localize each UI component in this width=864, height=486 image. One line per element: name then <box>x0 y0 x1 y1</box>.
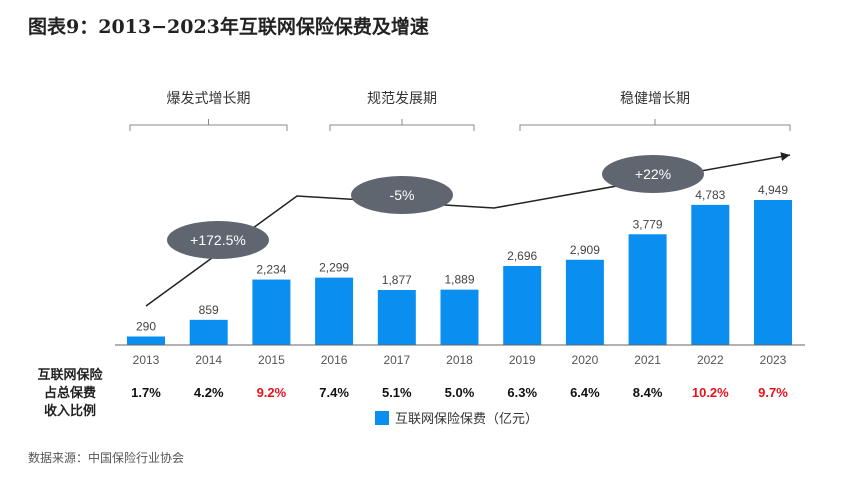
ratio-value: 6.4% <box>570 385 600 400</box>
x-tick-labels: 2013 2014 2015 2016 2017 2018 2019 2020 2021 2022… <box>133 353 787 367</box>
legend: 互联网保险保费（亿元） <box>375 411 538 427</box>
bar-value-label: 3,779 <box>633 217 663 231</box>
growth-bubble <box>602 155 704 193</box>
bar-2013 <box>127 336 165 345</box>
ratio-value: 10.2% <box>692 385 729 400</box>
phase-label: 稳健增长期 <box>620 91 690 107</box>
x-tick-label: 2018 <box>446 353 473 367</box>
x-tick-label: 2019 <box>509 353 536 367</box>
x-tick-label: 2017 <box>383 353 410 367</box>
ratio-row: 1.7% 4.2% 9.2% 7.4% 5.1% 5.0% 6.3% 6.4% 8.4% 10.2… <box>131 385 788 400</box>
ratio-value: 6.3% <box>507 385 537 400</box>
bar-2018 <box>440 289 479 345</box>
x-tick-label: 2021 <box>634 353 661 367</box>
ratio-label-line-3: 收入比例 <box>44 403 96 419</box>
phase-label: 规范发展期 <box>367 90 437 107</box>
bar-2015 <box>252 279 291 345</box>
phase-label: 爆发式增长期 <box>167 91 251 107</box>
bar-2016 <box>315 277 354 345</box>
bar-value-label: 4,783 <box>695 188 725 202</box>
bar-2023 <box>754 200 792 345</box>
source-note: 数据来源：中国保险行业协会 <box>28 450 184 465</box>
x-tick-label: 2013 <box>133 353 160 367</box>
bar-value-label: 1,889 <box>444 273 474 287</box>
bar-value-label: 4,949 <box>758 183 788 197</box>
bar-value-label: 859 <box>199 303 219 317</box>
ratio-value: 4.2% <box>194 385 224 400</box>
growth-label: +172.5% <box>190 232 246 248</box>
chart-title: 图表9：2013−2023年互联网保险保费及增速 <box>28 15 429 38</box>
x-tick-label: 2023 <box>760 353 787 367</box>
legend-label: 互联网保险保费（亿元） <box>395 412 538 427</box>
phase-bracket <box>519 119 791 131</box>
legend-swatch <box>375 411 389 425</box>
ratio-value: 1.7% <box>131 385 161 400</box>
ratio-value: 8.4% <box>633 385 663 400</box>
ratio-value: 7.4% <box>319 385 349 400</box>
x-tick-label: 2016 <box>321 353 348 367</box>
ratio-value: 9.7% <box>758 385 788 400</box>
growth-bubble <box>167 221 269 259</box>
bar-2017 <box>377 290 416 345</box>
ratio-value: 5.0% <box>445 385 475 400</box>
ratio-row-label: 互联网保险 占总保费 收入比例 <box>37 367 103 419</box>
phase-bracket <box>329 119 475 131</box>
growth-label: -5% <box>390 187 415 203</box>
x-tick-label: 2022 <box>697 353 724 367</box>
x-tick-label: 2014 <box>195 353 222 367</box>
bar-2020 <box>565 259 604 345</box>
bars: 290 859 2,234 2,299 1,877 1,889 2,696 2,909 3,77… <box>127 183 792 345</box>
trend-arrow: +172.5% -5% +22% <box>145 152 791 307</box>
x-tick-label: 2015 <box>258 353 285 367</box>
ratio-label-line-2: 占总保费 <box>44 385 96 401</box>
x-tick-label: 2020 <box>572 353 599 367</box>
bar-value-label: 2,909 <box>570 243 600 257</box>
bar-value-label: 290 <box>136 320 156 334</box>
growth-label: +22% <box>635 166 671 182</box>
bar-value-label: 1,877 <box>382 273 412 287</box>
growth-bubble <box>351 176 453 214</box>
bar-2022 <box>691 204 730 345</box>
bar-value-label: 2,696 <box>507 249 537 263</box>
phase-annotations: 爆发式增长期 规范发展期 稳健增长期 <box>129 90 791 131</box>
bar-2021 <box>628 234 667 345</box>
ratio-value: 5.1% <box>382 385 412 400</box>
ratio-value: 9.2% <box>257 385 287 400</box>
bar-2014 <box>189 319 228 345</box>
ratio-label-line-1: 互联网保险 <box>37 367 103 383</box>
bar-value-label: 2,299 <box>319 261 349 275</box>
bar-2019 <box>503 266 542 345</box>
bar-value-label: 2,234 <box>256 263 286 277</box>
phase-bracket <box>129 119 288 131</box>
